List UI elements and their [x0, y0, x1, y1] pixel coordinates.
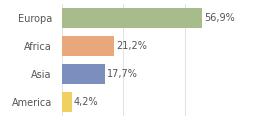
- Bar: [62, 64, 105, 84]
- Bar: [62, 8, 202, 28]
- Text: 4,2%: 4,2%: [74, 97, 99, 107]
- Text: 21,2%: 21,2%: [116, 41, 147, 51]
- Text: 56,9%: 56,9%: [204, 13, 235, 23]
- Bar: [62, 92, 72, 112]
- Bar: [62, 36, 114, 56]
- Text: 17,7%: 17,7%: [107, 69, 138, 79]
